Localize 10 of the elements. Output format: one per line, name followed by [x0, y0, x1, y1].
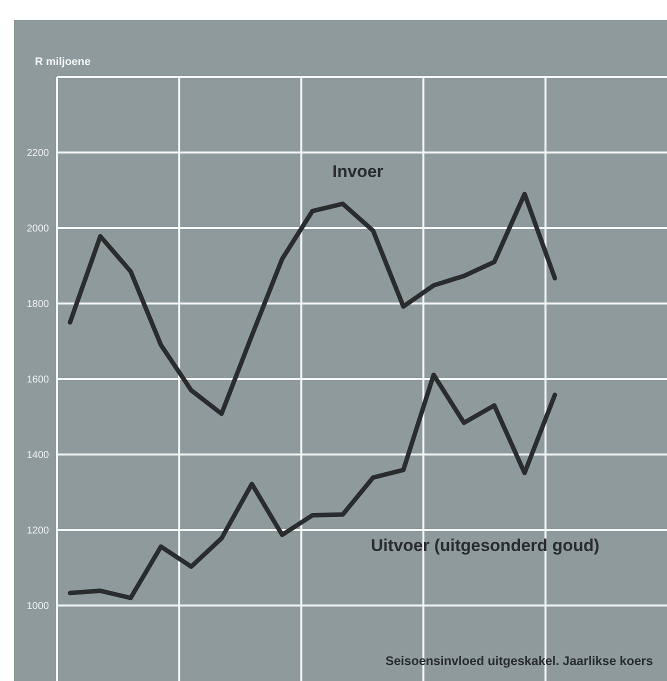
- y-axis-title: R miljoene: [35, 56, 91, 68]
- y-tick-label: 2200: [26, 148, 50, 159]
- line-series: [68, 192, 558, 416]
- y-tick-label: 1600: [26, 374, 50, 386]
- y-tick-label: 1400: [26, 450, 50, 461]
- y-tick-label: 1800: [26, 299, 50, 310]
- y-tick-label: 1200: [26, 526, 50, 536]
- y-tick-label: 1000: [26, 601, 50, 612]
- series-label: Invoer: [332, 162, 384, 182]
- y-tick-label: 2000: [26, 224, 50, 234]
